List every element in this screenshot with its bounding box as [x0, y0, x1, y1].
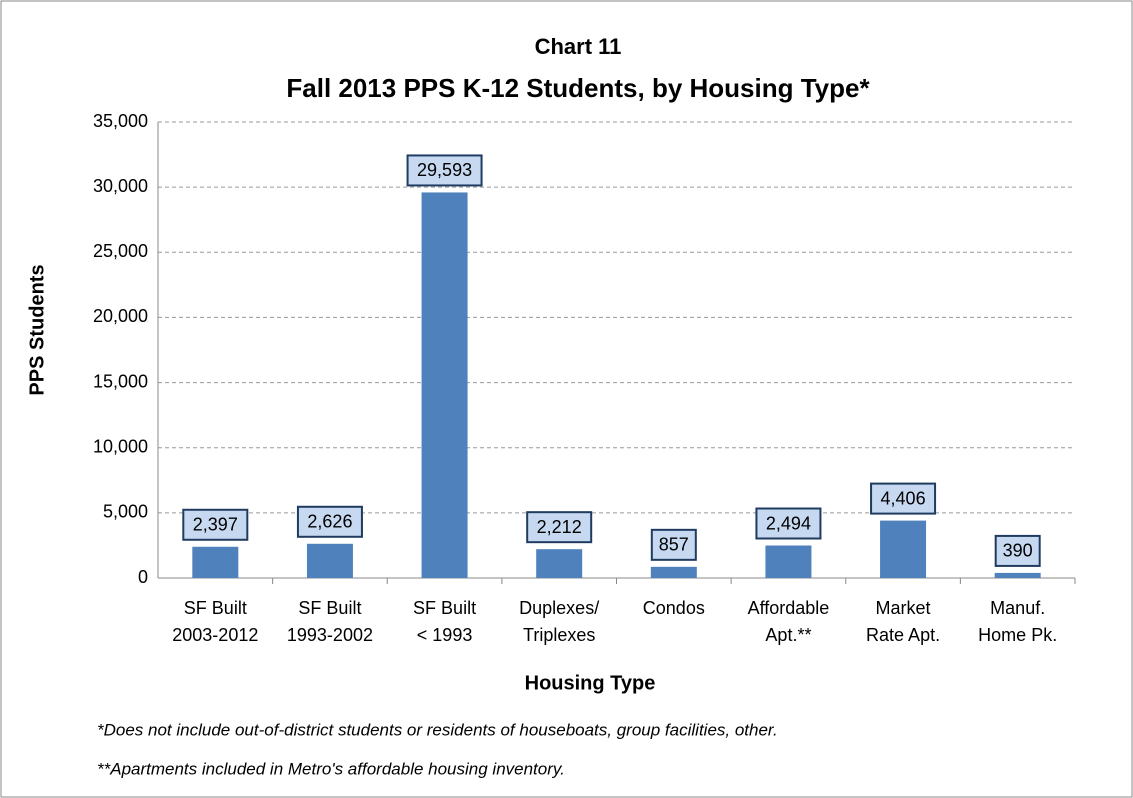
x-tick-label: Manuf.: [990, 598, 1045, 618]
chart-subtitle: Fall 2013 PPS K-12 Students, by Housing …: [286, 73, 870, 103]
x-tick-label: 2003-2012: [172, 625, 258, 645]
data-label: 2,626: [307, 512, 352, 532]
data-label: 2,397: [193, 515, 238, 535]
bar: [994, 572, 1041, 578]
data-label-box: [755, 507, 822, 540]
y-tick-label: 10,000: [93, 436, 148, 456]
bar: [765, 545, 812, 578]
x-tick-label: Home Pk.: [978, 625, 1057, 645]
footnote: *Does not include out-of-district studen…: [97, 720, 778, 739]
bar: [306, 543, 353, 578]
x-tick-label: Rate Apt.: [866, 625, 940, 645]
data-label-box: [650, 528, 697, 561]
x-tick-label: Triplexes: [523, 625, 595, 645]
x-tick-label: < 1993: [417, 625, 473, 645]
data-label-box: [406, 154, 483, 187]
y-axis-label: PPS Students: [26, 264, 48, 395]
bar: [536, 549, 583, 578]
x-tick-label: Market: [876, 598, 931, 618]
x-tick-label: SF Built: [184, 598, 247, 618]
data-label-box: [994, 534, 1041, 567]
x-tick-label: Condos: [643, 598, 705, 618]
y-tick-label: 35,000: [93, 111, 148, 131]
footnote: **Apartments included in Metro's afforda…: [97, 759, 565, 778]
x-tick-label: Apt.**: [765, 625, 811, 645]
data-label: 4,406: [881, 488, 926, 508]
bar: [421, 192, 468, 578]
x-tick-label: Affordable: [748, 598, 830, 618]
data-label: 2,494: [766, 513, 811, 533]
data-label-box: [182, 508, 249, 541]
y-tick-label: 15,000: [93, 371, 148, 391]
x-tick-label: Duplexes/: [519, 598, 599, 618]
y-tick-label: 25,000: [93, 241, 148, 261]
data-label-box: [296, 505, 363, 538]
data-label: 390: [1003, 541, 1033, 561]
y-tick-label: 5,000: [103, 502, 148, 522]
chart-title: Chart 11: [535, 34, 622, 59]
y-tick-label: 0: [138, 567, 148, 587]
data-label-box: [870, 482, 937, 515]
data-label: 857: [659, 535, 689, 555]
y-tick-label: 20,000: [93, 306, 148, 326]
y-tick-label: 30,000: [93, 176, 148, 196]
data-label-box: [526, 511, 593, 544]
x-tick-label: SF Built: [298, 598, 361, 618]
data-label: 29,593: [417, 160, 472, 180]
x-axis-label: Housing Type: [525, 672, 656, 694]
x-tick-label: 1993-2002: [287, 625, 373, 645]
x-tick-label: SF Built: [413, 598, 476, 618]
data-label: 2,212: [537, 517, 582, 537]
bar: [192, 546, 239, 578]
bar: [880, 520, 927, 578]
bar: [650, 566, 697, 578]
